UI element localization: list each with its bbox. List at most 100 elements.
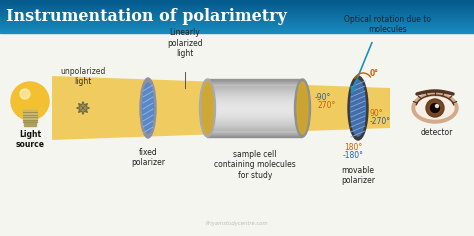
Bar — [0, 17, 474, 18]
Circle shape — [426, 99, 444, 117]
Bar — [208, 100, 302, 101]
Bar — [0, 26, 474, 27]
Bar — [0, 7, 474, 8]
Text: Instrumentation of polarimetry: Instrumentation of polarimetry — [6, 8, 287, 25]
Bar — [208, 128, 302, 129]
Bar — [208, 136, 302, 137]
Text: -270°: -270° — [370, 117, 391, 126]
Ellipse shape — [143, 83, 154, 133]
Bar — [0, 4, 474, 5]
Bar — [208, 88, 302, 89]
Bar — [208, 105, 302, 106]
Bar — [0, 1, 474, 2]
Bar — [0, 29, 474, 30]
Bar — [208, 120, 302, 121]
Ellipse shape — [294, 79, 310, 137]
Bar — [0, 9, 474, 10]
Bar — [208, 127, 302, 128]
Bar — [208, 94, 302, 95]
Text: Priyamstudycentre.com: Priyamstudycentre.com — [206, 221, 268, 226]
Text: Light
source: Light source — [16, 130, 45, 149]
Ellipse shape — [412, 93, 458, 123]
Bar — [208, 84, 302, 85]
Text: fixed
polarizer: fixed polarizer — [131, 148, 165, 167]
Text: Optical rotation due to
molecules: Optical rotation due to molecules — [345, 15, 431, 34]
Bar — [208, 95, 302, 96]
Bar — [208, 104, 302, 105]
Bar — [208, 119, 302, 120]
Ellipse shape — [140, 78, 156, 138]
Bar — [208, 132, 302, 133]
Text: unpolarized
light: unpolarized light — [60, 67, 106, 86]
Text: 0°: 0° — [370, 68, 379, 77]
Bar — [0, 22, 474, 23]
Bar — [23, 110, 37, 122]
Circle shape — [428, 101, 442, 115]
Bar — [208, 92, 302, 93]
Bar — [208, 89, 302, 90]
Bar — [208, 126, 302, 127]
Bar — [208, 130, 302, 131]
Bar — [208, 90, 302, 91]
Bar — [0, 24, 474, 25]
Bar — [208, 82, 302, 83]
Bar — [0, 28, 474, 29]
Bar — [0, 12, 474, 13]
Bar — [208, 129, 302, 130]
Bar — [0, 20, 474, 21]
Bar — [0, 10, 474, 11]
Bar — [0, 16, 474, 17]
Ellipse shape — [200, 79, 216, 137]
Bar — [0, 13, 474, 14]
Ellipse shape — [202, 82, 213, 134]
Bar — [208, 91, 302, 92]
Circle shape — [11, 82, 49, 120]
Bar — [208, 112, 302, 113]
Bar — [208, 86, 302, 87]
Text: 90°: 90° — [370, 109, 383, 118]
Bar — [0, 15, 474, 16]
Bar — [208, 113, 302, 114]
Text: Linearly
polarized
light: Linearly polarized light — [167, 28, 203, 58]
Bar — [208, 98, 302, 99]
Bar — [208, 85, 302, 86]
Bar — [0, 11, 474, 12]
Bar — [208, 101, 302, 102]
Polygon shape — [52, 76, 390, 140]
Bar — [208, 99, 302, 100]
Bar — [0, 27, 474, 28]
Bar — [0, 14, 474, 15]
Bar — [0, 8, 474, 9]
Bar — [208, 118, 302, 119]
Text: sample cell
containing molecules
for study: sample cell containing molecules for stu… — [214, 150, 296, 180]
Bar — [208, 87, 302, 88]
Bar — [208, 123, 302, 124]
Bar — [24, 121, 36, 126]
Bar — [208, 96, 302, 97]
Bar — [208, 134, 302, 135]
Bar — [208, 106, 302, 107]
Bar — [208, 102, 302, 103]
Bar — [208, 133, 302, 134]
Text: movable
polarizer: movable polarizer — [341, 166, 375, 185]
Ellipse shape — [348, 76, 368, 140]
Bar — [0, 32, 474, 33]
Bar — [208, 108, 302, 109]
Bar — [0, 5, 474, 6]
Bar — [208, 80, 302, 81]
Bar — [0, 19, 474, 20]
Circle shape — [430, 104, 439, 113]
Bar — [208, 122, 302, 123]
Bar — [208, 93, 302, 94]
Text: 180°: 180° — [344, 143, 362, 152]
Bar — [0, 25, 474, 26]
Circle shape — [20, 89, 30, 99]
Bar — [208, 111, 302, 112]
Bar — [208, 124, 302, 125]
Bar — [0, 2, 474, 3]
Bar — [208, 103, 302, 104]
Bar — [208, 114, 302, 115]
Bar — [208, 135, 302, 136]
Bar — [208, 116, 302, 117]
Bar — [0, 6, 474, 7]
